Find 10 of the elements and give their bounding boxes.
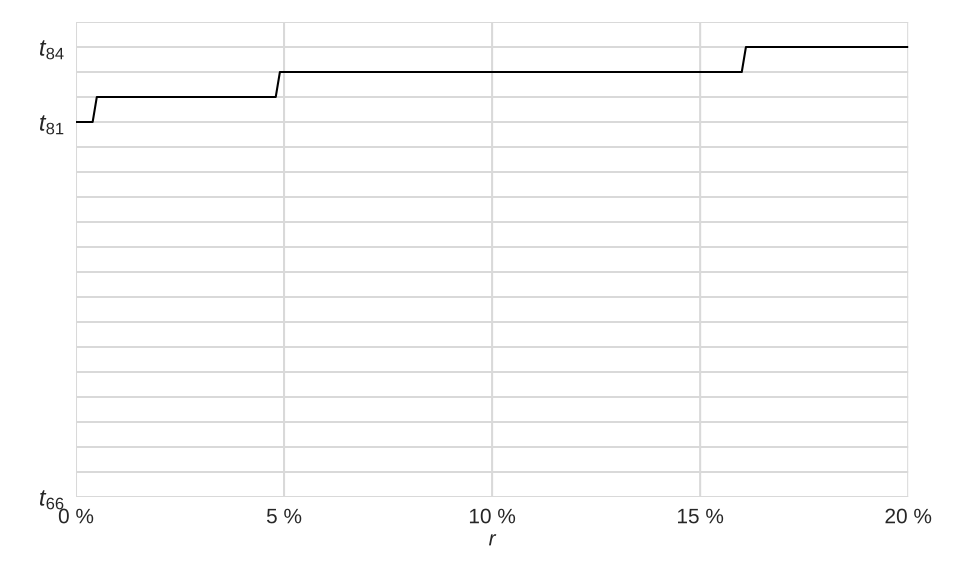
x-axis-title: r [488, 534, 496, 546]
y-tick-label: t$_{84}$ [40, 40, 64, 60]
x-tick-label: 10 % [470, 508, 516, 524]
line-series [76, 46, 908, 124]
y-tick-label: t$_{66}$ [40, 490, 64, 510]
x-tick-label: 5 % [266, 508, 302, 524]
x-tick-label: 20 % [886, 508, 932, 524]
x-tick-label: 0 % [58, 508, 94, 524]
x-tick-label: 15 % [678, 508, 724, 524]
y-tick-label: t$_{81}$ [40, 115, 64, 134]
